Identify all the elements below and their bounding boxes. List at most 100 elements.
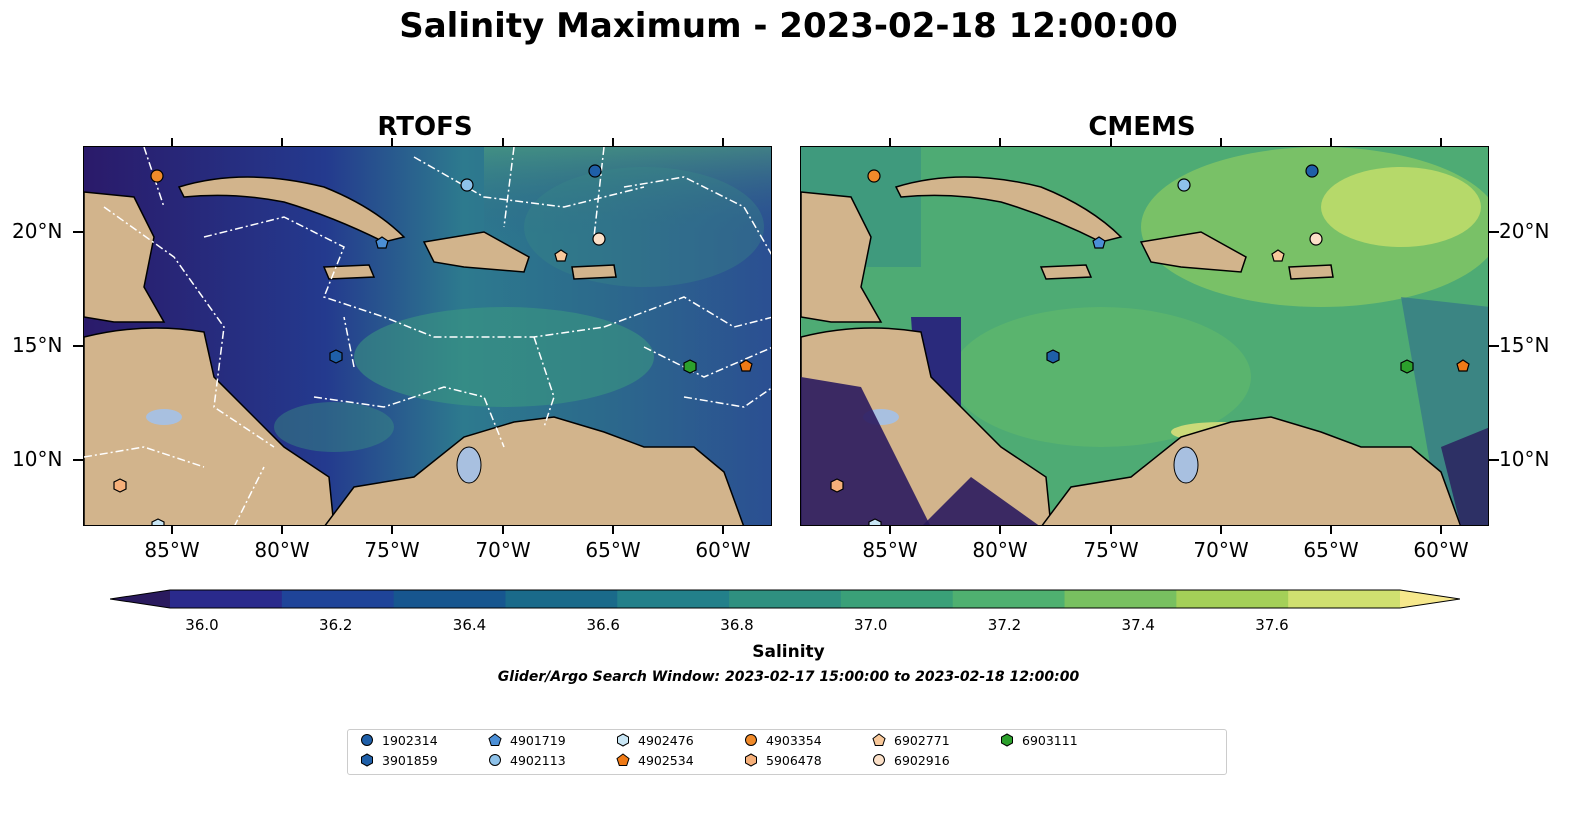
legend-marker-icon [745, 734, 757, 746]
legend-label: 1902314 [382, 732, 438, 748]
legend-label: 4902113 [510, 752, 566, 768]
lon-tick-mark [1330, 526, 1332, 534]
lon-tick-mark [1110, 526, 1112, 534]
lon-tick-label: 70°W [475, 538, 531, 562]
legend-marker-icon [872, 733, 886, 746]
legend-label: 6902771 [894, 732, 950, 748]
lon-tick-mark [502, 526, 504, 534]
lon-tick-mark [889, 138, 891, 146]
lon-tick-mark [391, 138, 393, 146]
legend-item: 6902771 [872, 731, 950, 749]
lon-tick-mark [999, 138, 1001, 146]
legend-marker-icon [489, 754, 501, 766]
lon-tick-mark [281, 138, 283, 146]
colorbar-tick-label: 36.6 [586, 616, 620, 634]
legend-label: 6902916 [894, 752, 950, 768]
legend-item: 4902534 [616, 751, 694, 769]
lon-tick-label: 80°W [972, 538, 1028, 562]
lon-tick-label: 70°W [1193, 538, 1249, 562]
panel-title-cmems: CMEMS [1088, 112, 1196, 142]
lat-tick-label-right: 20°N [1499, 219, 1550, 243]
lon-tick-mark [722, 138, 724, 146]
colorbar-outline [110, 589, 1460, 609]
legend-item: 6902916 [872, 751, 950, 769]
legend-marker-icon [361, 734, 373, 746]
figure-title: Salinity Maximum - 2023-02-18 12:00:00 [399, 6, 1178, 46]
colorbar-segment [840, 590, 954, 608]
colorbar-segment [393, 590, 506, 608]
lon-tick-mark [171, 526, 173, 534]
lon-tick-mark [171, 138, 173, 146]
colorbar-tick-label: 36.8 [720, 616, 754, 634]
lon-tick-mark [722, 526, 724, 534]
lon-tick-mark [1440, 526, 1442, 534]
legend-label: 6903111 [1022, 732, 1078, 748]
lat-tick-mark [1489, 345, 1499, 347]
colorbar-segment [281, 590, 395, 608]
legend-marker-icon [1001, 733, 1013, 747]
lon-tick-mark [1330, 138, 1332, 146]
colorbar-tick-label: 36.4 [452, 616, 487, 634]
legend-marker-icon [745, 753, 757, 767]
colorbar-tick-label: 37.4 [1121, 616, 1155, 634]
legend-marker-icon [361, 753, 373, 767]
colorbar-tick-label: 36.2 [319, 616, 353, 634]
legend-label: 4903354 [766, 732, 822, 748]
colorbar-segment [729, 590, 842, 608]
colorbar-tick-label: 36.0 [185, 616, 219, 634]
lon-tick-label: 85°W [144, 538, 200, 562]
lon-tick-label: 75°W [364, 538, 420, 562]
lat-tick-label-left: 10°N [12, 447, 63, 471]
colorbar-extend-min [110, 590, 170, 608]
lon-tick-mark [889, 526, 891, 534]
legend-item: 4902113 [488, 751, 566, 769]
lon-tick-mark [999, 526, 1001, 534]
lat-tick-mark [73, 231, 83, 233]
colorbar-tick-label: 37.6 [1255, 616, 1289, 634]
legend-item: 6903111 [1000, 731, 1078, 749]
lat-tick-label-left: 20°N [12, 219, 63, 243]
lon-tick-label: 85°W [862, 538, 918, 562]
colorbar-segment [952, 590, 1066, 608]
colorbar-segment [505, 590, 618, 608]
lon-tick-label: 75°W [1083, 538, 1139, 562]
lon-tick-mark [1440, 138, 1442, 146]
legend-item: 1902314 [360, 731, 438, 749]
cmems-map-graphic [801, 147, 1488, 525]
legend-label: 5906478 [766, 752, 822, 768]
legend-label: 4902476 [638, 732, 694, 748]
lon-tick-label: 65°W [585, 538, 641, 562]
legend-label: 4901719 [510, 732, 566, 748]
legend-item: 4901719 [488, 731, 566, 749]
cmems-map [800, 146, 1489, 526]
lon-tick-label: 80°W [254, 538, 310, 562]
colorbar-title: Salinity [752, 642, 825, 662]
lon-tick-mark [612, 526, 614, 534]
colorbar-extend-max [1400, 590, 1460, 608]
lon-tick-label: 65°W [1303, 538, 1359, 562]
colorbar-segment [1176, 590, 1289, 608]
legend: 1902314 3901859 4901719 4902113 4902476 49025… [347, 729, 1227, 775]
colorbar-segment [170, 590, 283, 608]
panel-title-rtofs: RTOFS [377, 112, 473, 142]
lat-tick-label-right: 10°N [1499, 447, 1550, 471]
colorbar-segment [1064, 590, 1177, 608]
legend-marker-icon [873, 754, 885, 766]
lon-tick-label: 60°W [1413, 538, 1469, 562]
lat-tick-mark [1489, 459, 1499, 461]
colorbar [110, 589, 1460, 609]
lon-tick-mark [391, 526, 393, 534]
legend-marker-icon [488, 733, 502, 746]
rtofs-map [83, 146, 772, 526]
legend-item: 4902476 [616, 731, 694, 749]
colorbar-segment [617, 590, 730, 608]
rtofs-map-graphic [84, 147, 771, 525]
lat-tick-label-right: 15°N [1499, 333, 1550, 357]
lat-tick-mark [73, 345, 83, 347]
legend-label: 4902534 [638, 752, 694, 768]
lon-tick-mark [612, 138, 614, 146]
colorbar-tick-label: 37.2 [987, 616, 1022, 634]
colorbar-tick-label: 37.0 [854, 616, 888, 634]
lon-tick-mark [281, 526, 283, 534]
legend-item: 4903354 [744, 731, 822, 749]
